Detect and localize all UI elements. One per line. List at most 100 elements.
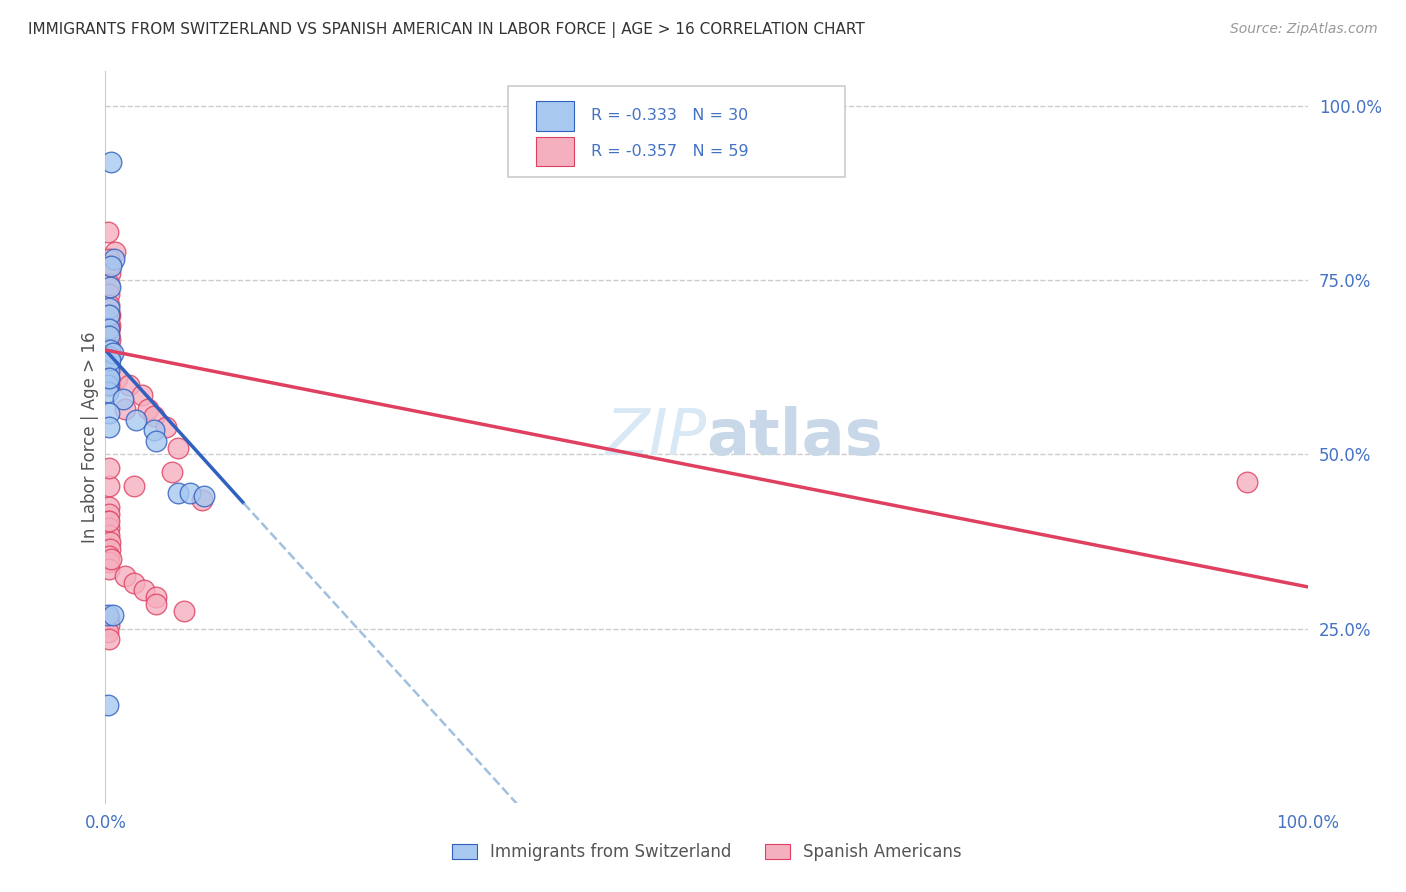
Point — [142, 409, 165, 424]
Point — [97, 607, 120, 622]
Point — [155, 419, 177, 434]
Point — [98, 371, 121, 385]
Point — [97, 698, 120, 713]
Point — [98, 371, 121, 385]
Point — [98, 252, 121, 267]
Point — [98, 280, 121, 294]
Point — [98, 350, 121, 364]
Point — [1236, 475, 1258, 490]
Point — [98, 308, 121, 322]
Point — [98, 318, 121, 333]
Point — [98, 298, 121, 312]
Point — [98, 549, 121, 563]
Point — [136, 402, 159, 417]
Point — [145, 591, 167, 605]
Point — [190, 492, 212, 507]
Point — [98, 343, 121, 357]
Point — [142, 423, 165, 437]
Point — [98, 479, 121, 493]
Point — [98, 364, 121, 378]
Point — [98, 500, 121, 514]
Point — [98, 322, 121, 336]
Point — [98, 406, 121, 420]
Point — [166, 441, 188, 455]
Point — [98, 562, 121, 576]
Point — [97, 384, 120, 399]
Point — [101, 346, 124, 360]
Point — [98, 353, 121, 368]
Point — [112, 392, 135, 406]
Point — [98, 326, 121, 340]
Point — [98, 357, 121, 371]
Point — [97, 377, 120, 392]
FancyBboxPatch shape — [508, 86, 845, 178]
Point — [98, 260, 121, 274]
Text: R = -0.357   N = 59: R = -0.357 N = 59 — [591, 145, 749, 160]
Point — [98, 339, 121, 353]
Point — [118, 377, 141, 392]
Point — [104, 245, 127, 260]
Point — [131, 388, 153, 402]
Point — [98, 364, 121, 378]
Point — [103, 252, 125, 267]
Point — [193, 489, 215, 503]
Point — [98, 339, 121, 353]
Point — [124, 479, 146, 493]
Point — [166, 485, 188, 500]
Text: atlas: atlas — [707, 406, 883, 468]
Text: ZIP: ZIP — [606, 406, 707, 468]
Bar — [536, 137, 574, 167]
Point — [98, 632, 121, 646]
Point — [98, 541, 121, 556]
Point — [98, 333, 121, 347]
Point — [98, 611, 121, 625]
Point — [98, 315, 121, 329]
Point — [98, 329, 121, 343]
Y-axis label: In Labor Force | Age > 16: In Labor Force | Age > 16 — [80, 331, 98, 543]
Point — [132, 583, 155, 598]
Point — [98, 377, 121, 392]
Point — [98, 507, 121, 521]
Point — [98, 277, 121, 291]
Point — [124, 412, 146, 426]
Point — [98, 329, 121, 343]
Point — [100, 552, 122, 566]
Point — [98, 419, 121, 434]
Point — [114, 402, 136, 417]
Point — [97, 360, 120, 375]
Point — [145, 597, 167, 611]
Text: IMMIGRANTS FROM SWITZERLAND VS SPANISH AMERICAN IN LABOR FORCE | AGE > 16 CORREL: IMMIGRANTS FROM SWITZERLAND VS SPANISH A… — [28, 22, 865, 38]
Point — [98, 618, 121, 632]
Point — [124, 576, 146, 591]
Point — [98, 322, 121, 336]
Text: Source: ZipAtlas.com: Source: ZipAtlas.com — [1230, 22, 1378, 37]
Point — [98, 350, 121, 364]
Point — [101, 607, 124, 622]
Point — [98, 514, 121, 528]
Point — [160, 465, 183, 479]
Point — [98, 287, 121, 301]
Point — [98, 527, 121, 541]
Point — [179, 485, 201, 500]
Point — [98, 357, 121, 371]
Point — [98, 308, 121, 322]
Point — [114, 569, 136, 583]
Point — [98, 350, 121, 364]
Point — [107, 371, 129, 385]
Legend: Immigrants from Switzerland, Spanish Americans: Immigrants from Switzerland, Spanish Ame… — [444, 837, 969, 868]
Point — [97, 625, 120, 640]
Point — [98, 266, 121, 280]
Point — [173, 604, 195, 618]
Point — [97, 514, 120, 528]
Point — [98, 521, 121, 535]
Bar — [536, 102, 574, 130]
Point — [97, 225, 120, 239]
Point — [100, 260, 122, 274]
Point — [98, 308, 121, 322]
Point — [98, 301, 121, 316]
Point — [98, 461, 121, 475]
Point — [98, 556, 121, 570]
Point — [98, 534, 121, 549]
Text: R = -0.333   N = 30: R = -0.333 N = 30 — [591, 109, 748, 123]
Point — [145, 434, 167, 448]
